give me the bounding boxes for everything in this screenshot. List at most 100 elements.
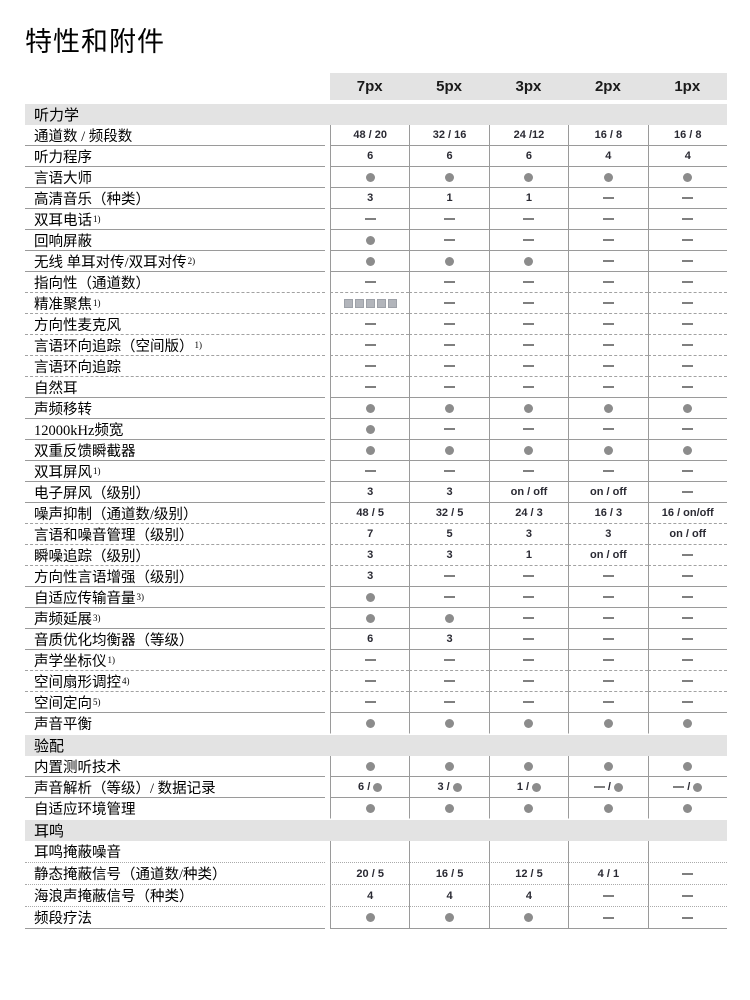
dot-icon <box>524 718 534 728</box>
dot-icon <box>365 761 375 771</box>
dash-icon <box>602 701 614 703</box>
value-cell: 5 <box>409 524 489 545</box>
dash-icon <box>602 916 614 919</box>
value-cell <box>647 293 727 314</box>
value-cell <box>568 907 648 929</box>
dash-icon <box>444 701 456 703</box>
dash-icon <box>444 239 456 241</box>
value-cell <box>409 798 488 819</box>
row-label: 指向性（通道数） <box>25 272 325 293</box>
dash-icon <box>364 365 376 367</box>
row-label-text: 精准聚焦 <box>34 296 92 313</box>
value-text: 16 / on/off <box>661 507 714 519</box>
row-label-text: 瞬噪追踪（级别） <box>34 548 150 565</box>
row-label: 声音解析（等级）/ 数据记录 <box>25 777 325 798</box>
value-cells <box>330 440 727 461</box>
dot-icon <box>452 782 462 792</box>
value-cell <box>409 713 488 734</box>
value-cell: 24 /12 <box>488 125 569 146</box>
value-cell: 6 <box>330 629 410 650</box>
row-label: 音质优化均衡器（等级） <box>25 629 325 650</box>
value-cells <box>330 209 727 230</box>
value-cell <box>409 907 489 929</box>
dash-icon <box>602 281 614 283</box>
value-cell: 4 <box>409 885 489 907</box>
dot-icon <box>365 172 375 182</box>
value-text: 32 / 16 <box>432 129 467 141</box>
value-cell <box>330 356 410 377</box>
dash-icon <box>602 260 614 262</box>
value-cell <box>647 167 727 188</box>
header-spacer <box>25 73 330 100</box>
value-text: 6 <box>367 633 374 645</box>
value-cell <box>409 587 489 608</box>
value-cell <box>409 356 489 377</box>
value-cells <box>330 650 727 671</box>
value-cell <box>330 671 410 692</box>
row-label-text: 耳鸣掩蔽噪音 <box>34 845 121 861</box>
row-label: 自适应环境管理 <box>25 798 325 819</box>
table-row: 言语大师 <box>25 167 727 188</box>
value-cell <box>647 188 727 209</box>
dash-icon <box>523 638 535 640</box>
value-cell: on / off <box>568 545 648 566</box>
value-cell: 48 / 5 <box>330 503 410 524</box>
value-cells: 3 1 1 <box>330 188 727 209</box>
dash-icon <box>682 554 694 556</box>
value-cell: 4 <box>647 146 727 167</box>
value-text: 6 <box>446 150 453 162</box>
value-cells <box>330 167 727 188</box>
square-icon <box>343 298 353 308</box>
value-cell <box>409 230 489 251</box>
table-row: 通道数 / 频段数 48 / 20 32 / 16 24 /12 16 / 8 16 / … <box>25 125 727 146</box>
value-text: 3 <box>367 570 374 582</box>
value-text: 16 / 5 <box>435 867 464 880</box>
section-title: 验配 <box>34 739 65 755</box>
value-cell <box>647 841 727 863</box>
dash-icon <box>364 281 376 283</box>
value-text: 3 <box>367 486 374 498</box>
value-cell <box>488 841 569 863</box>
value-cell: 16 / 8 <box>647 125 727 146</box>
table-row: 声学坐标仪 1) <box>25 650 727 671</box>
section-band: 耳鸣 <box>25 820 727 841</box>
value-cell <box>488 650 569 671</box>
dot-icon <box>445 172 455 182</box>
value-cell <box>409 272 489 293</box>
column-header-1px: 1px <box>674 78 701 95</box>
value-cell <box>568 272 648 293</box>
dash-icon <box>602 659 614 661</box>
row-label-text: 声音解析（等级）/ 数据记录 <box>34 780 216 797</box>
value-cell: 1 <box>488 545 569 566</box>
value-cell: 16 / 8 <box>568 125 648 146</box>
dot-icon <box>603 803 613 813</box>
value-text: 3 <box>605 528 612 540</box>
value-cell: 3 <box>330 545 410 566</box>
value-cell <box>488 756 569 777</box>
dash-icon <box>444 428 456 430</box>
value-cell <box>330 440 410 461</box>
row-label: 通道数 / 频段数 <box>25 125 325 146</box>
value-cell <box>647 314 727 335</box>
value-cell <box>568 629 648 650</box>
dash-icon <box>602 596 614 598</box>
column-header-row: 7px 5px 3px 2px 1px <box>25 73 727 100</box>
value-cell <box>409 671 489 692</box>
value-cell <box>330 398 410 419</box>
value-cells <box>330 907 727 929</box>
section-band: 听力学 <box>25 104 727 125</box>
column-header-2px: 2px <box>594 78 621 95</box>
table-row: 声音平衡 <box>25 713 727 734</box>
row-label-text: 双重反馈瞬截器 <box>34 443 136 460</box>
table-row: 精准聚焦 1) <box>25 293 727 314</box>
table-row: 声频延展 3) <box>25 608 727 629</box>
value-text: 3 <box>367 549 374 561</box>
value-cell <box>488 671 569 692</box>
dash-icon <box>523 596 535 598</box>
dash-icon <box>602 894 614 897</box>
row-label: 自然耳 <box>25 377 325 398</box>
dash-icon <box>523 659 535 661</box>
value-text: 3 <box>525 528 533 540</box>
value-text: 3 / <box>437 781 453 793</box>
value-cell <box>330 907 410 929</box>
